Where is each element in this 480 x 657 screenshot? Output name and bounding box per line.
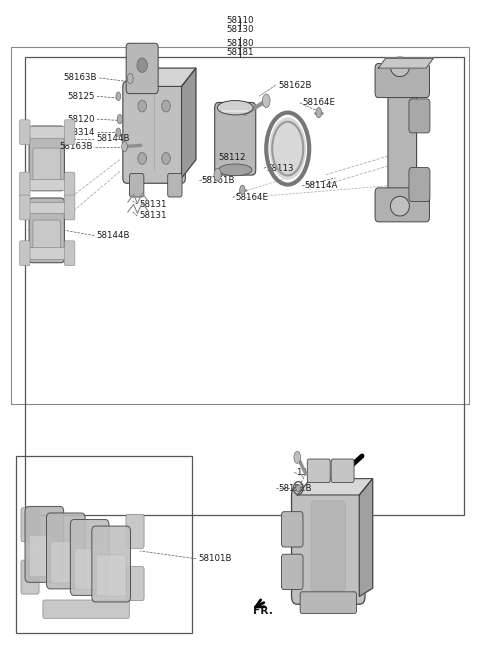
Text: 58163B: 58163B [63, 74, 97, 82]
Text: 58101B: 58101B [198, 555, 231, 563]
FancyBboxPatch shape [21, 560, 39, 594]
Ellipse shape [294, 451, 300, 463]
Ellipse shape [121, 141, 127, 152]
Ellipse shape [217, 101, 253, 115]
Bar [16, 456, 192, 633]
FancyBboxPatch shape [64, 241, 75, 265]
Text: 58113: 58113 [266, 164, 294, 173]
Ellipse shape [116, 92, 120, 101]
Ellipse shape [390, 57, 409, 77]
FancyBboxPatch shape [96, 555, 126, 596]
Text: 58144B: 58144B [97, 231, 131, 240]
Bar [25, 57, 464, 515]
FancyBboxPatch shape [33, 220, 60, 258]
Text: 1360GJ: 1360GJ [296, 468, 327, 477]
Text: 58130: 58130 [226, 25, 254, 34]
FancyBboxPatch shape [307, 459, 330, 483]
FancyBboxPatch shape [29, 535, 60, 576]
Text: 58131: 58131 [140, 212, 168, 221]
Text: 58181: 58181 [226, 49, 254, 58]
Ellipse shape [296, 485, 300, 491]
Text: 58144B: 58144B [97, 134, 131, 143]
Ellipse shape [269, 118, 306, 179]
FancyBboxPatch shape [51, 542, 81, 583]
FancyBboxPatch shape [75, 549, 105, 589]
FancyBboxPatch shape [21, 508, 39, 542]
Text: 58163B: 58163B [60, 142, 93, 151]
FancyBboxPatch shape [331, 459, 354, 483]
Text: FR.: FR. [253, 606, 273, 616]
Ellipse shape [138, 100, 146, 112]
Ellipse shape [162, 100, 170, 112]
Text: 58131: 58131 [140, 200, 168, 209]
FancyBboxPatch shape [25, 507, 64, 582]
FancyBboxPatch shape [409, 168, 430, 202]
Polygon shape [360, 479, 372, 597]
FancyBboxPatch shape [281, 555, 303, 589]
Text: 58161B: 58161B [202, 176, 235, 185]
Text: 58114A: 58114A [304, 181, 338, 191]
FancyBboxPatch shape [126, 566, 144, 600]
Polygon shape [297, 479, 372, 495]
Ellipse shape [316, 108, 322, 118]
FancyBboxPatch shape [71, 520, 109, 595]
FancyBboxPatch shape [47, 513, 85, 589]
Ellipse shape [218, 164, 252, 175]
FancyBboxPatch shape [64, 195, 75, 220]
FancyBboxPatch shape [43, 600, 129, 618]
Ellipse shape [116, 128, 120, 137]
Ellipse shape [240, 185, 245, 194]
FancyBboxPatch shape [388, 68, 417, 216]
FancyBboxPatch shape [33, 148, 60, 185]
Bar [28, 202, 66, 214]
FancyBboxPatch shape [375, 188, 430, 222]
Ellipse shape [137, 58, 147, 72]
FancyBboxPatch shape [20, 172, 30, 197]
Text: 58164E: 58164E [302, 99, 335, 107]
Text: 58110: 58110 [226, 16, 254, 25]
FancyBboxPatch shape [20, 241, 30, 265]
Polygon shape [127, 68, 196, 87]
Ellipse shape [138, 152, 146, 164]
Text: 58112: 58112 [218, 152, 246, 162]
FancyBboxPatch shape [130, 173, 144, 197]
Bar [11, 47, 469, 404]
Polygon shape [378, 58, 433, 68]
FancyBboxPatch shape [281, 512, 303, 547]
Bar [28, 126, 66, 138]
FancyBboxPatch shape [409, 99, 430, 133]
Bar [28, 179, 66, 191]
FancyBboxPatch shape [168, 173, 182, 197]
FancyBboxPatch shape [64, 120, 75, 145]
Ellipse shape [263, 94, 270, 108]
FancyBboxPatch shape [126, 43, 158, 94]
Text: 58120: 58120 [67, 115, 95, 124]
FancyBboxPatch shape [311, 501, 346, 591]
FancyBboxPatch shape [29, 198, 64, 263]
FancyBboxPatch shape [300, 592, 357, 614]
FancyBboxPatch shape [215, 102, 256, 175]
FancyBboxPatch shape [20, 120, 30, 145]
Bar [28, 248, 66, 259]
FancyBboxPatch shape [29, 126, 64, 191]
Ellipse shape [117, 114, 122, 124]
Ellipse shape [214, 168, 221, 181]
Text: 58162B: 58162B [278, 81, 312, 89]
Text: 58314: 58314 [67, 127, 95, 137]
FancyBboxPatch shape [92, 526, 131, 602]
Text: 58180: 58180 [226, 39, 254, 49]
FancyBboxPatch shape [64, 172, 75, 197]
FancyBboxPatch shape [20, 195, 30, 220]
FancyBboxPatch shape [126, 514, 144, 549]
Ellipse shape [162, 152, 170, 164]
Polygon shape [181, 68, 196, 178]
Text: 58125: 58125 [67, 92, 95, 101]
Text: 58164E: 58164E [235, 193, 268, 202]
FancyBboxPatch shape [291, 487, 365, 604]
FancyBboxPatch shape [123, 81, 185, 183]
FancyBboxPatch shape [375, 64, 430, 97]
Ellipse shape [127, 74, 133, 83]
Ellipse shape [390, 196, 409, 216]
Text: 58151B: 58151B [278, 484, 312, 493]
